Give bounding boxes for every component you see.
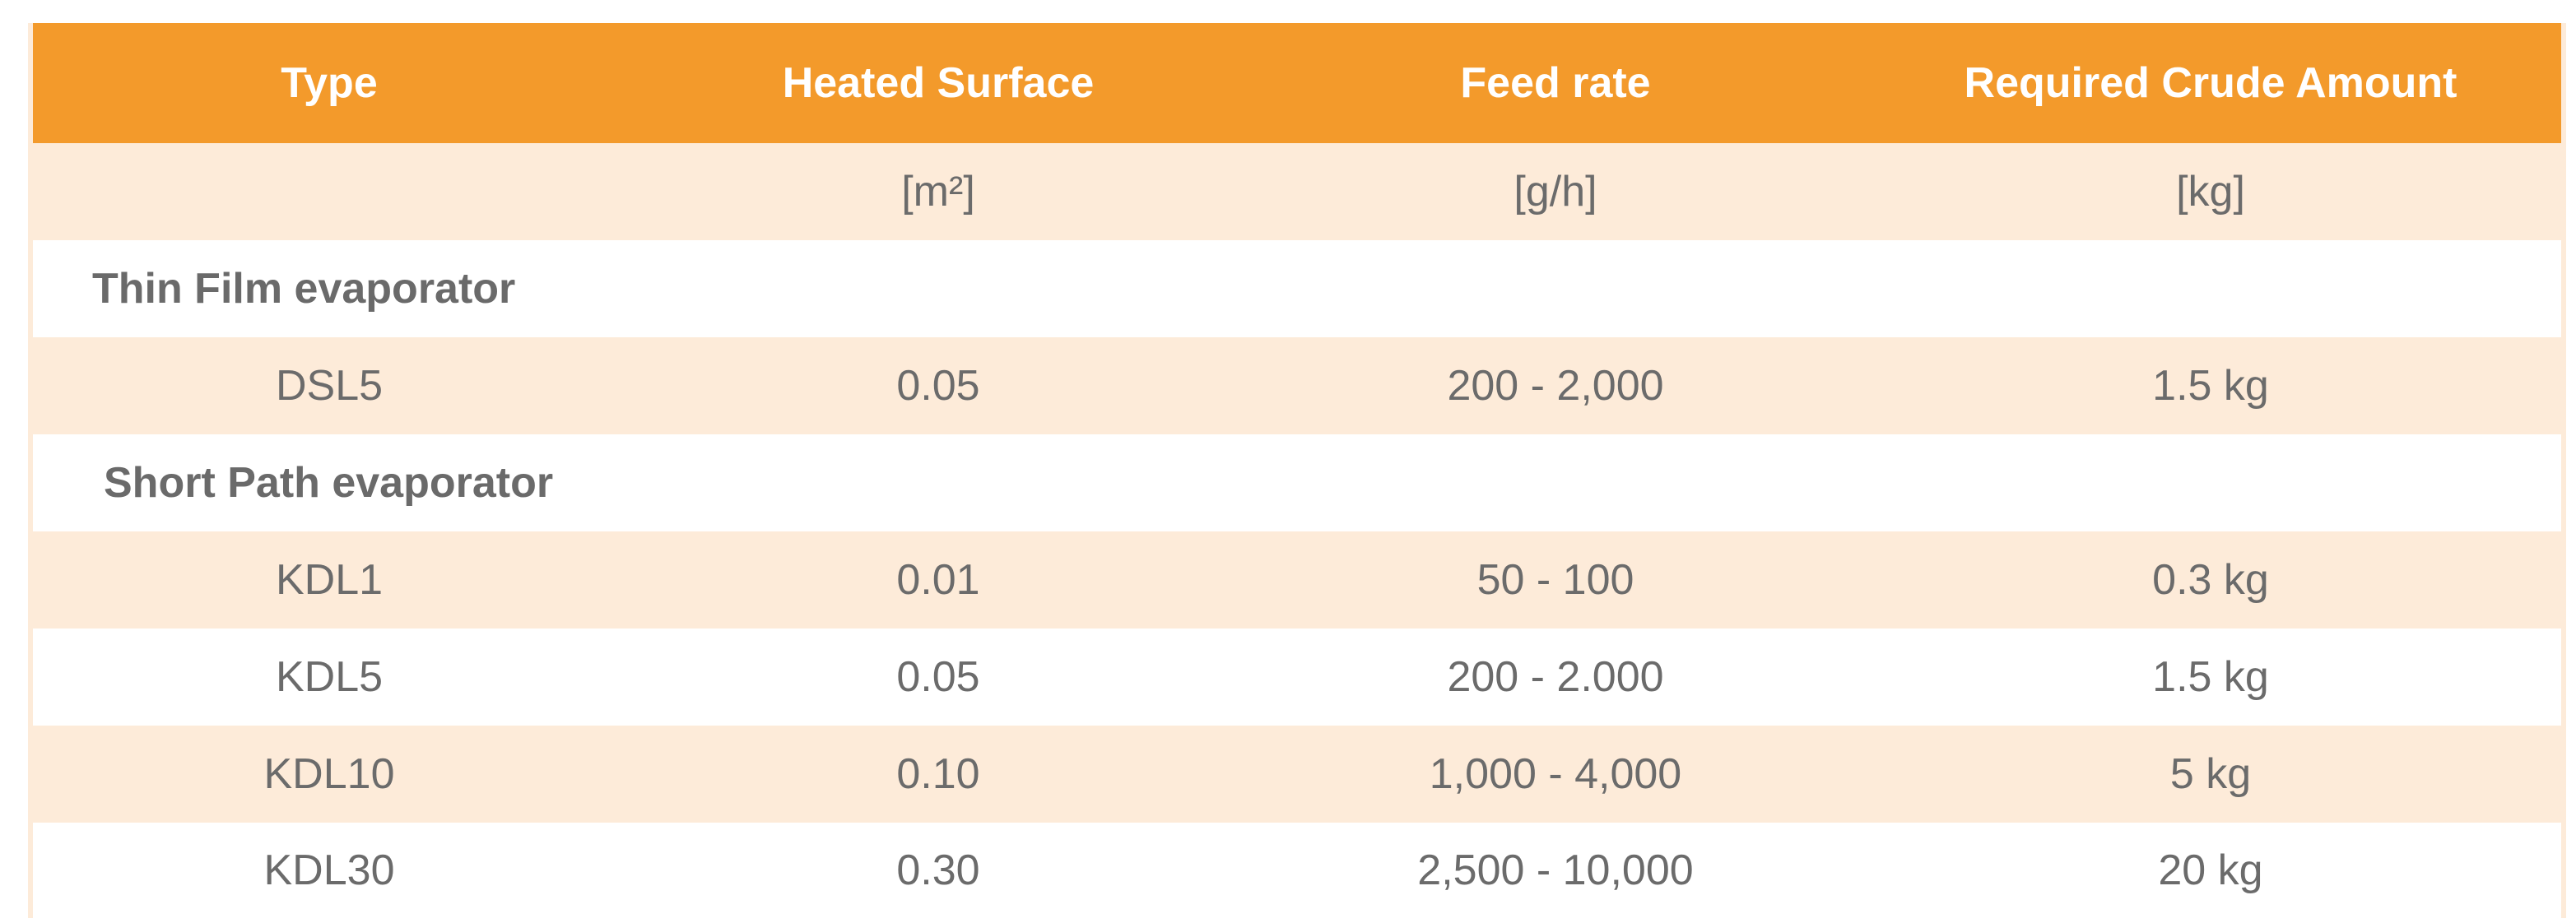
header-type: Type <box>33 23 625 143</box>
heated-surface-cell: 0.05 <box>625 337 1251 434</box>
feed-rate-cell: 200 - 2.000 <box>1251 628 1860 726</box>
type-cell: DSL5 <box>33 337 625 434</box>
crude-amount-cell: 5 kg <box>1860 726 2561 823</box>
unit-feed-rate: [g/h] <box>1251 143 1860 240</box>
heated-surface-cell: 0.01 <box>625 531 1251 628</box>
section-title: Short Path evaporator <box>33 434 625 531</box>
section-empty-cell <box>1860 434 2561 531</box>
feed-rate-cell: 50 - 100 <box>1251 531 1860 628</box>
type-cell: KDL1 <box>33 531 625 628</box>
section-empty-cell <box>625 434 1251 531</box>
section-empty-cell <box>1251 240 1860 337</box>
crude-amount-cell: 0.3 kg <box>1860 531 2561 628</box>
type-cell: KDL5 <box>33 628 625 726</box>
feed-rate-cell: 200 - 2,000 <box>1251 337 1860 434</box>
header-heated-surface: Heated Surface <box>625 23 1251 143</box>
unit-heated-surface: [m²] <box>625 143 1251 240</box>
heated-surface-cell: 0.05 <box>625 628 1251 726</box>
type-cell: KDL10 <box>33 726 625 823</box>
heated-surface-cell: 0.10 <box>625 726 1251 823</box>
type-cell: KDL30 <box>33 823 625 918</box>
crude-amount-cell: 1.5 kg <box>1860 628 2561 726</box>
section-empty-cell <box>1251 434 1860 531</box>
heated-surface-cell: 0.30 <box>625 823 1251 918</box>
unit-type <box>33 143 625 240</box>
header-required-crude-amount: Required Crude Amount <box>1860 23 2561 143</box>
feed-rate-cell: 2,500 - 10,000 <box>1251 823 1860 918</box>
section-empty-cell <box>1860 240 2561 337</box>
section-empty-cell <box>625 240 1251 337</box>
crude-amount-cell: 20 kg <box>1860 823 2561 918</box>
unit-crude-amount: [kg] <box>1860 143 2561 240</box>
crude-amount-cell: 1.5 kg <box>1860 337 2561 434</box>
header-feed-rate: Feed rate <box>1251 23 1860 143</box>
feed-rate-cell: 1,000 - 4,000 <box>1251 726 1860 823</box>
section-title: Thin Film evaporator <box>33 240 625 337</box>
evaporator-table: Type Heated Surface Feed rate Required C… <box>28 23 2566 918</box>
